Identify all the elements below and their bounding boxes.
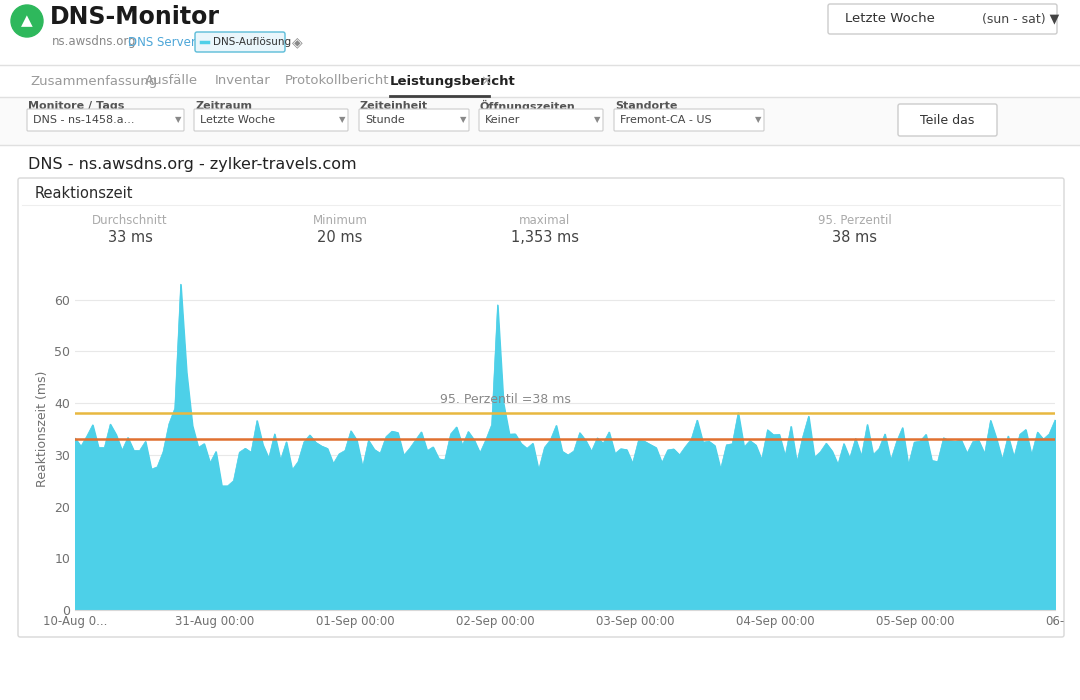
Text: 20 ms: 20 ms [318, 230, 363, 246]
Y-axis label: Reaktionszeit (ms): Reaktionszeit (ms) [36, 371, 49, 487]
Text: (sun - sat) ▼: (sun - sat) ▼ [982, 13, 1059, 25]
Text: Minimum: Minimum [312, 214, 367, 227]
Text: Teile das: Teile das [920, 113, 974, 127]
Text: DNS Server: DNS Server [129, 36, 195, 48]
Text: ×: × [480, 74, 491, 88]
Bar [0, 97, 1080, 145]
Text: Zeitraum: Zeitraum [195, 101, 252, 111]
FancyBboxPatch shape [615, 109, 764, 131]
Text: Protokollbericht: Protokollbericht [285, 74, 390, 88]
FancyBboxPatch shape [828, 4, 1057, 34]
Text: Öffnungszeiten: Öffnungszeiten [480, 100, 576, 112]
FancyBboxPatch shape [480, 109, 603, 131]
Text: Reaktionszeit: Reaktionszeit [35, 186, 134, 200]
Text: Letzte Woche: Letzte Woche [200, 115, 275, 125]
FancyBboxPatch shape [194, 109, 348, 131]
Text: ▼: ▼ [594, 116, 600, 125]
Bar [0, 0, 1080, 70]
Text: Monitore / Tags: Monitore / Tags [28, 101, 124, 111]
Text: DNS - ns-1458.a...: DNS - ns-1458.a... [33, 115, 135, 125]
Text: ▼: ▼ [460, 116, 467, 125]
Text: 38 ms: 38 ms [833, 230, 877, 246]
Text: Leistungsbericht: Leistungsbericht [390, 74, 516, 88]
FancyBboxPatch shape [897, 104, 997, 136]
Bar [0, 145, 1080, 700]
Text: ◈: ◈ [292, 35, 302, 49]
Text: Fremont-CA - US: Fremont-CA - US [620, 115, 712, 125]
Text: Keiner: Keiner [485, 115, 521, 125]
Circle shape [11, 5, 43, 37]
Text: Durchschnitt: Durchschnitt [92, 214, 167, 227]
Text: maximal: maximal [519, 214, 570, 227]
Text: ▼: ▼ [175, 116, 181, 125]
Text: 1,353 ms: 1,353 ms [511, 230, 579, 246]
Text: ▲: ▲ [22, 13, 32, 29]
Text: 33 ms: 33 ms [108, 230, 152, 246]
FancyBboxPatch shape [195, 32, 285, 52]
Text: Zusammenfassung: Zusammenfassung [30, 74, 158, 88]
Text: DNS-Auflösung: DNS-Auflösung [213, 37, 292, 47]
Text: 95. Perzentil: 95. Perzentil [819, 214, 892, 227]
Text: ▼: ▼ [755, 116, 761, 125]
Text: Standorte: Standorte [615, 101, 677, 111]
FancyBboxPatch shape [27, 109, 184, 131]
Text: Ausfälle: Ausfälle [145, 74, 198, 88]
Text: ▼: ▼ [339, 116, 346, 125]
Text: Stunde: Stunde [365, 115, 405, 125]
Text: Letzte Woche: Letzte Woche [845, 13, 935, 25]
Bar [0, 65, 1080, 97]
Text: Zeiteinheit: Zeiteinheit [360, 101, 428, 111]
Text: 95. Perzentil =38 ms: 95. Perzentil =38 ms [440, 393, 570, 406]
Text: Inventar: Inventar [215, 74, 271, 88]
Text: DNS-Monitor: DNS-Monitor [50, 5, 220, 29]
Text: DNS - ns.awsdns.org - zylker-travels.com: DNS - ns.awsdns.org - zylker-travels.com [28, 158, 356, 172]
FancyBboxPatch shape [359, 109, 469, 131]
FancyBboxPatch shape [18, 178, 1064, 637]
Text: ns.awsdns.org: ns.awsdns.org [52, 36, 137, 48]
